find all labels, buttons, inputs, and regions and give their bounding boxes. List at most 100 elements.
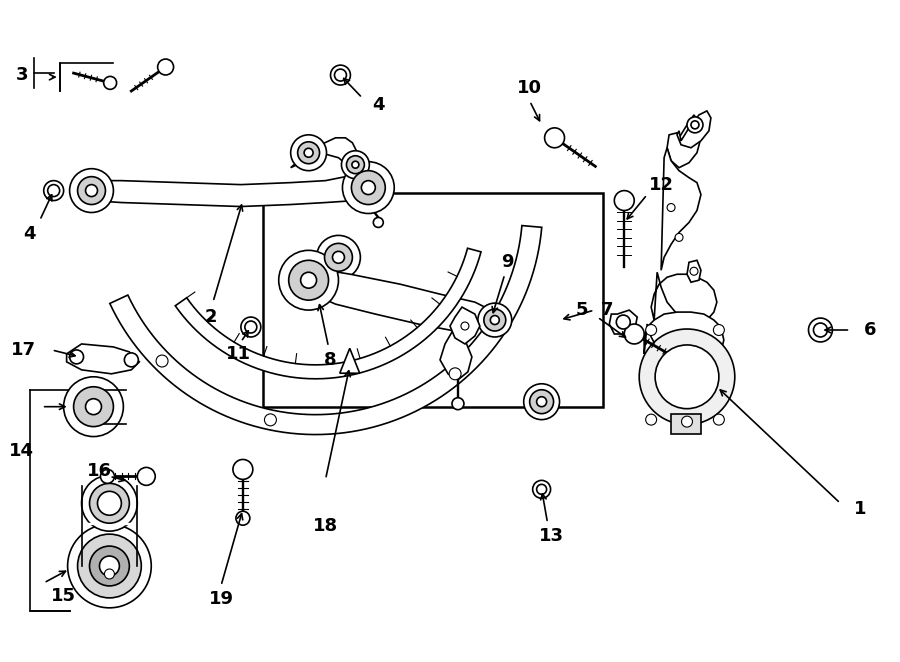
- Polygon shape: [662, 148, 701, 270]
- Circle shape: [101, 469, 114, 483]
- Text: 4: 4: [372, 96, 384, 114]
- Circle shape: [64, 377, 123, 436]
- Circle shape: [452, 398, 464, 410]
- Circle shape: [289, 260, 328, 300]
- Circle shape: [86, 185, 97, 197]
- Text: 8: 8: [324, 351, 337, 369]
- Circle shape: [241, 317, 261, 337]
- Circle shape: [814, 323, 827, 337]
- Text: 11: 11: [227, 345, 251, 363]
- Circle shape: [675, 234, 683, 242]
- Circle shape: [44, 181, 64, 201]
- Text: 4: 4: [23, 225, 36, 244]
- Circle shape: [330, 65, 350, 85]
- Circle shape: [138, 467, 155, 485]
- Circle shape: [449, 368, 461, 380]
- Circle shape: [265, 414, 276, 426]
- Circle shape: [341, 151, 369, 179]
- Circle shape: [343, 162, 394, 214]
- Circle shape: [89, 546, 130, 586]
- Polygon shape: [609, 310, 637, 334]
- Circle shape: [86, 399, 102, 414]
- Polygon shape: [652, 272, 717, 324]
- Circle shape: [335, 69, 346, 81]
- Circle shape: [291, 135, 327, 171]
- Text: 1: 1: [854, 500, 867, 518]
- Circle shape: [279, 250, 338, 310]
- Circle shape: [233, 459, 253, 479]
- Circle shape: [491, 316, 500, 324]
- Text: 2: 2: [205, 308, 217, 326]
- Circle shape: [362, 181, 375, 195]
- Circle shape: [352, 162, 359, 168]
- Circle shape: [100, 556, 120, 576]
- Circle shape: [77, 534, 141, 598]
- Text: 5: 5: [575, 301, 588, 319]
- Circle shape: [461, 322, 469, 330]
- Polygon shape: [67, 344, 140, 374]
- Polygon shape: [450, 307, 480, 344]
- Circle shape: [346, 156, 364, 173]
- Polygon shape: [440, 332, 472, 380]
- Circle shape: [74, 387, 113, 426]
- Bar: [671, 414, 701, 434]
- Circle shape: [616, 315, 630, 329]
- Circle shape: [158, 59, 174, 75]
- Circle shape: [533, 481, 551, 498]
- Polygon shape: [644, 312, 724, 374]
- Circle shape: [156, 355, 168, 367]
- Circle shape: [374, 218, 383, 228]
- Circle shape: [124, 353, 139, 367]
- Polygon shape: [667, 115, 701, 167]
- Polygon shape: [110, 226, 542, 434]
- Text: 13: 13: [539, 527, 564, 545]
- Polygon shape: [340, 348, 360, 373]
- Circle shape: [104, 569, 114, 579]
- Circle shape: [536, 485, 546, 495]
- Circle shape: [639, 329, 734, 424]
- Circle shape: [690, 267, 698, 275]
- Polygon shape: [176, 248, 481, 379]
- Circle shape: [351, 171, 385, 205]
- Circle shape: [536, 397, 546, 406]
- Circle shape: [245, 321, 256, 333]
- Circle shape: [332, 252, 345, 263]
- Circle shape: [484, 309, 506, 331]
- Circle shape: [304, 148, 313, 158]
- Circle shape: [655, 345, 719, 408]
- Circle shape: [478, 303, 512, 337]
- Text: 10: 10: [518, 79, 542, 97]
- Text: 7: 7: [601, 301, 614, 319]
- Circle shape: [325, 244, 353, 271]
- Circle shape: [667, 203, 675, 211]
- Circle shape: [615, 191, 634, 211]
- Circle shape: [625, 324, 644, 344]
- Circle shape: [714, 324, 724, 336]
- Circle shape: [48, 185, 59, 197]
- Text: 16: 16: [87, 463, 112, 481]
- Circle shape: [301, 272, 317, 288]
- Circle shape: [524, 384, 560, 420]
- Circle shape: [317, 236, 360, 279]
- Text: 19: 19: [209, 590, 233, 608]
- Text: 17: 17: [12, 341, 36, 359]
- Circle shape: [645, 414, 657, 425]
- Text: 14: 14: [9, 442, 34, 461]
- Circle shape: [77, 177, 105, 205]
- Text: 6: 6: [864, 321, 877, 339]
- Circle shape: [68, 524, 151, 608]
- Circle shape: [681, 416, 692, 427]
- Circle shape: [714, 414, 724, 425]
- Polygon shape: [92, 175, 368, 207]
- Circle shape: [645, 324, 657, 336]
- Circle shape: [104, 76, 117, 89]
- Text: 3: 3: [15, 66, 28, 84]
- Circle shape: [82, 475, 138, 531]
- Circle shape: [89, 483, 130, 523]
- Bar: [263, 193, 603, 406]
- Circle shape: [544, 128, 564, 148]
- Text: 9: 9: [501, 254, 514, 271]
- Text: 15: 15: [51, 587, 76, 605]
- Circle shape: [69, 169, 113, 213]
- Circle shape: [530, 390, 554, 414]
